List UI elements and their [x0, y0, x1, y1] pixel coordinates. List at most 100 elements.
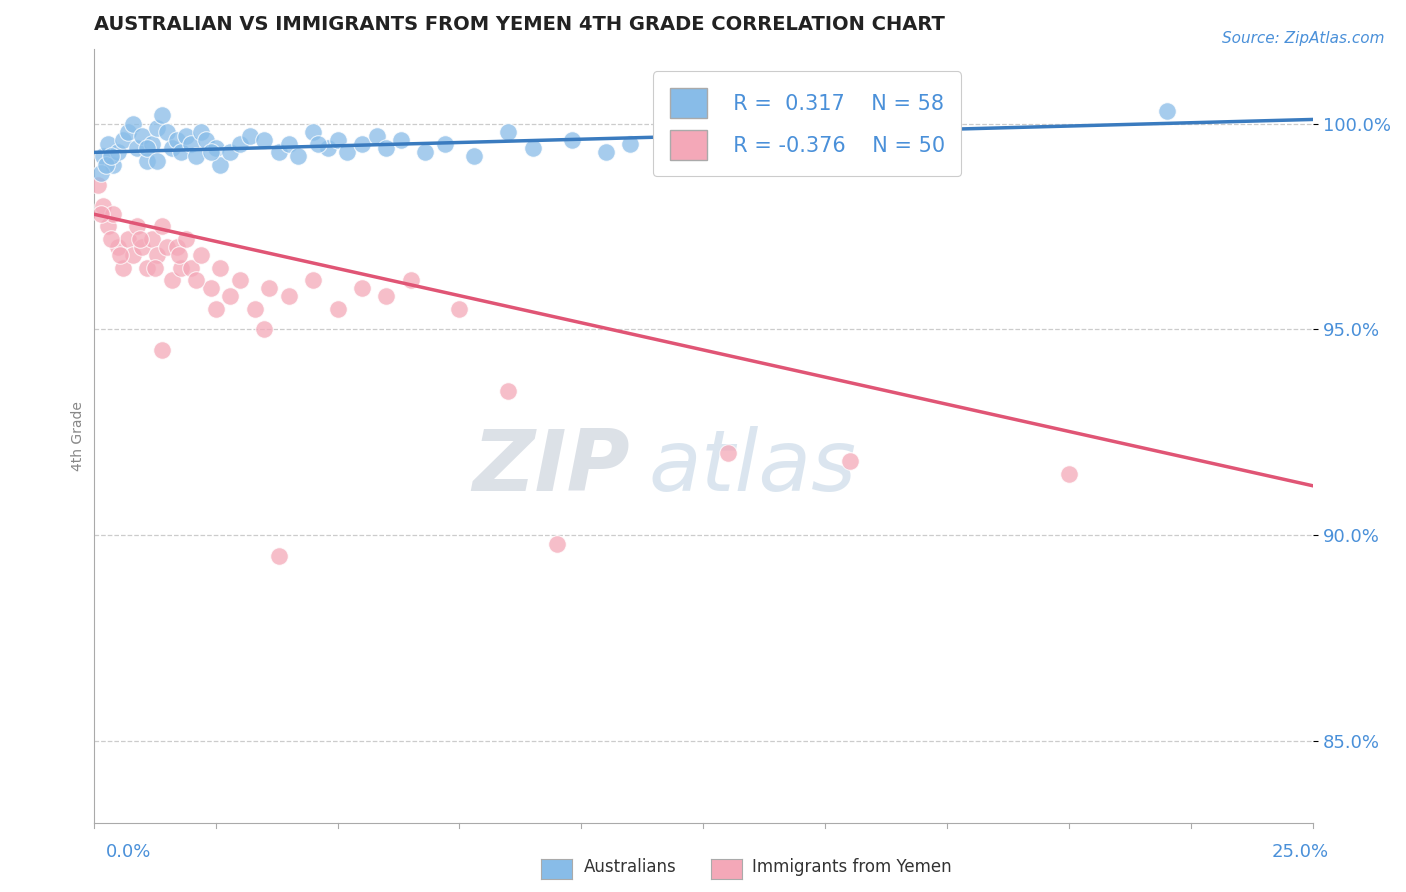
- Point: [136, 260, 159, 275]
- Point: [307, 137, 329, 152]
- Point: [253, 133, 276, 147]
- Point: [90, 207, 112, 221]
- Text: 0.0%: 0.0%: [105, 843, 150, 861]
- Text: Immigrants from Yemen: Immigrants from Yemen: [752, 858, 952, 876]
- Point: [366, 128, 388, 143]
- Point: [150, 343, 173, 357]
- Point: [136, 153, 159, 168]
- Point: [229, 137, 252, 152]
- Point: [100, 149, 122, 163]
- Point: [200, 145, 222, 160]
- Text: AUSTRALIAN VS IMMIGRANTS FROM YEMEN 4TH GRADE CORRELATION CHART: AUSTRALIAN VS IMMIGRANTS FROM YEMEN 4TH …: [94, 15, 945, 34]
- Point: [389, 133, 412, 147]
- Point: [97, 137, 120, 152]
- Point: [253, 322, 276, 336]
- Point: [166, 133, 188, 147]
- Point: [375, 141, 398, 155]
- Point: [101, 158, 124, 172]
- Point: [160, 141, 183, 155]
- Text: ZIP: ZIP: [472, 425, 630, 509]
- Point: [150, 219, 173, 234]
- Point: [117, 125, 139, 139]
- Point: [522, 141, 544, 155]
- Point: [838, 454, 860, 468]
- Point: [546, 536, 568, 550]
- Point: [814, 133, 837, 147]
- Point: [174, 128, 197, 143]
- Point: [146, 153, 169, 168]
- Text: Australians: Australians: [583, 858, 676, 876]
- Point: [94, 158, 117, 172]
- Point: [111, 133, 134, 147]
- Point: [219, 145, 242, 160]
- Point: [190, 248, 212, 262]
- Point: [127, 141, 149, 155]
- Point: [141, 137, 163, 152]
- Text: Source: ZipAtlas.com: Source: ZipAtlas.com: [1222, 31, 1385, 46]
- Point: [561, 133, 583, 147]
- Point: [257, 281, 280, 295]
- Point: [107, 240, 129, 254]
- Point: [91, 199, 114, 213]
- Point: [326, 133, 349, 147]
- Point: [350, 137, 373, 152]
- Point: [375, 289, 398, 303]
- Point: [141, 232, 163, 246]
- Point: [194, 133, 217, 147]
- Point: [107, 145, 129, 160]
- Point: [219, 289, 242, 303]
- Point: [415, 145, 437, 160]
- Point: [277, 289, 299, 303]
- Point: [121, 248, 143, 262]
- Point: [180, 260, 202, 275]
- Point: [174, 232, 197, 246]
- Point: [184, 149, 207, 163]
- Point: [336, 145, 359, 160]
- Point: [190, 125, 212, 139]
- Point: [741, 141, 763, 155]
- Point: [204, 301, 226, 316]
- Point: [350, 281, 373, 295]
- Point: [143, 260, 166, 275]
- Point: [117, 232, 139, 246]
- Text: atlas: atlas: [648, 425, 856, 509]
- Legend:   R =  0.317    N = 58,   R = -0.376    N = 50: R = 0.317 N = 58, R = -0.376 N = 50: [652, 71, 962, 177]
- Point: [129, 232, 152, 246]
- Point: [170, 260, 193, 275]
- Y-axis label: 4th Grade: 4th Grade: [72, 401, 86, 471]
- Point: [200, 281, 222, 295]
- Point: [463, 149, 485, 163]
- Point: [97, 219, 120, 234]
- Point: [91, 149, 114, 163]
- Point: [229, 273, 252, 287]
- Point: [146, 248, 169, 262]
- Point: [209, 158, 232, 172]
- Point: [433, 137, 456, 152]
- Point: [619, 137, 641, 152]
- Point: [302, 125, 325, 139]
- Point: [239, 128, 262, 143]
- Point: [498, 125, 520, 139]
- Point: [100, 232, 122, 246]
- Point: [449, 301, 471, 316]
- Point: [498, 384, 520, 399]
- Point: [326, 301, 349, 316]
- Point: [131, 240, 153, 254]
- Point: [111, 260, 134, 275]
- Point: [156, 125, 179, 139]
- Point: [399, 273, 422, 287]
- Point: [101, 207, 124, 221]
- Point: [267, 145, 290, 160]
- Point: [166, 240, 188, 254]
- Point: [277, 137, 299, 152]
- Point: [184, 273, 207, 287]
- Point: [87, 178, 110, 193]
- Point: [150, 108, 173, 122]
- Text: 25.0%: 25.0%: [1271, 843, 1329, 861]
- Point: [267, 549, 290, 563]
- Point: [180, 137, 202, 152]
- Point: [110, 248, 132, 262]
- Point: [136, 141, 159, 155]
- Point: [170, 145, 193, 160]
- Point: [131, 128, 153, 143]
